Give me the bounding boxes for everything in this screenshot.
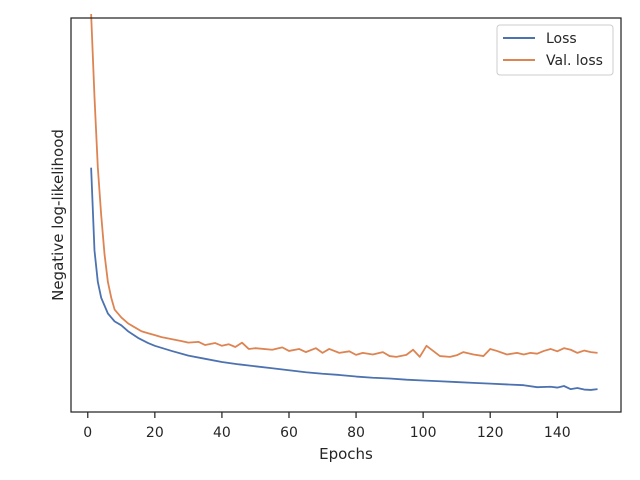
plot-area [71,18,621,412]
x-tick-label-2: 40 [213,425,231,441]
x-tick-label-3: 60 [280,425,298,441]
legend-label-val-loss: Val. loss [546,53,603,69]
series-line-loss [90,167,598,391]
series-line-val-loss [90,14,598,358]
x-tick-label-5: 100 [410,425,437,441]
series-lines [90,14,598,391]
x-tick-label-4: 80 [347,425,365,441]
x-axis-ticks: 0 20 40 60 80 100 120 140 [83,412,571,441]
plot-frame [70,17,622,413]
y-axis-label: Negative log-likelihood [49,129,67,301]
x-tick-label-1: 20 [146,425,164,441]
x-tick-label-0: 0 [83,425,92,441]
legend: Loss Val. loss [496,24,614,76]
x-tick-label-6: 120 [477,425,504,441]
x-axis-label: Epochs [319,445,373,463]
x-tick-label-7: 140 [544,425,571,441]
legend-label-loss: Loss [546,31,577,47]
